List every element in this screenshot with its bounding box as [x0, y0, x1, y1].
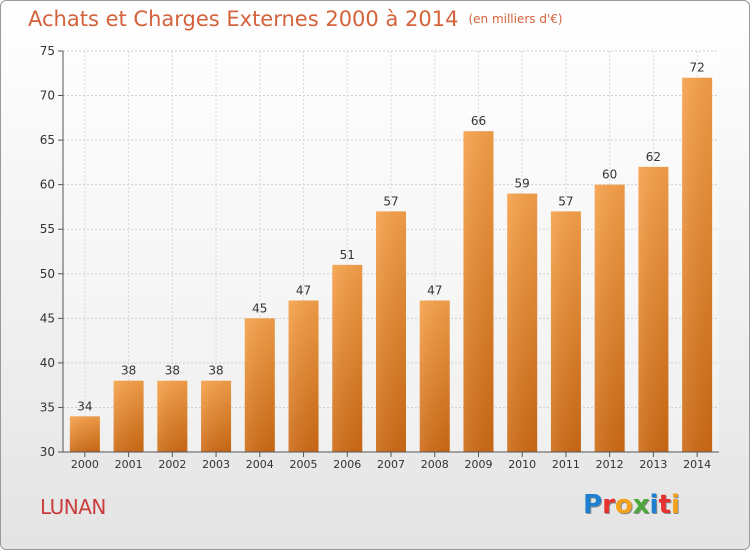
data-label-2010: 59 [515, 177, 530, 191]
x-tick-label-2012: 2012 [596, 458, 624, 471]
bar-shine-2014 [682, 77, 713, 452]
y-tick-label: 50 [40, 267, 55, 281]
bar-shine-2005 [288, 300, 319, 452]
x-tick-label-2006: 2006 [333, 458, 361, 471]
bar-shine-2013 [638, 166, 669, 452]
y-tick-label: 75 [40, 44, 55, 58]
logo-letter: o [614, 490, 633, 520]
y-tick-label: 60 [40, 178, 55, 192]
data-label-2005: 47 [296, 284, 311, 298]
x-tick-label-2007: 2007 [377, 458, 405, 471]
x-tick-label-2005: 2005 [290, 458, 318, 471]
logo-letter: P [583, 490, 603, 520]
x-tick-label-2001: 2001 [115, 458, 143, 471]
data-label-2002: 38 [165, 364, 180, 378]
x-tick-label-2002: 2002 [158, 458, 186, 471]
data-label-2014: 72 [689, 61, 704, 75]
bar-shine-2007 [376, 211, 406, 452]
bar-shine-2012 [594, 184, 625, 452]
x-tick-label-2000: 2000 [71, 458, 99, 471]
bar-shine-2011 [550, 211, 581, 452]
bar-shine-2002 [157, 380, 188, 452]
x-tick-label-2013: 2013 [639, 458, 667, 471]
y-tick-label: 65 [40, 133, 55, 147]
data-label-2004: 45 [252, 301, 267, 315]
chart-title: Achats et Charges Externes 2000 à 2014 (e… [28, 7, 563, 31]
logo-letter: t [658, 490, 671, 520]
x-tick-label-2010: 2010 [508, 458, 536, 471]
data-label-2012: 60 [602, 168, 617, 182]
bar-shine-2006 [332, 264, 363, 452]
data-label-2006: 51 [340, 248, 355, 262]
data-label-2000: 34 [77, 399, 92, 413]
y-tick-label: 30 [40, 445, 55, 459]
data-label-2009: 66 [471, 114, 486, 128]
logo-letter: r [602, 490, 615, 520]
bar-shine-2004 [244, 318, 275, 452]
data-label-2001: 38 [121, 364, 136, 378]
chart-title-text: Achats et Charges Externes 2000 à 2014 [28, 7, 459, 31]
x-tick-label-2008: 2008 [421, 458, 449, 471]
data-label-2011: 57 [558, 194, 573, 208]
data-label-2008: 47 [427, 284, 442, 298]
bar-shine-2010 [507, 193, 538, 453]
y-tick-label: 40 [40, 356, 55, 370]
chart-subtitle: (en milliers d'€) [468, 12, 563, 26]
bar-shine-2000 [69, 416, 100, 452]
y-tick-label: 55 [40, 222, 55, 236]
y-tick-label: 70 [40, 89, 55, 103]
y-tick-label: 45 [40, 311, 55, 325]
x-tick-label-2009: 2009 [464, 458, 492, 471]
proxiti-logo: Proxiti [583, 490, 680, 520]
x-tick-label-2014: 2014 [683, 458, 711, 471]
x-tick-label-2003: 2003 [202, 458, 230, 471]
x-tick-label-2004: 2004 [246, 458, 274, 471]
bar-shine-2001 [113, 380, 144, 452]
logo-letter: i [649, 490, 659, 520]
x-tick-label-2011: 2011 [552, 458, 580, 471]
bar-shine-2008 [419, 300, 450, 452]
data-label-2003: 38 [208, 364, 223, 378]
logo-letter: i [670, 490, 680, 520]
bar-shine-2003 [201, 380, 232, 452]
town-name: LUNAN [40, 495, 106, 519]
bar-shine-2009 [463, 131, 494, 452]
logo-letter: x [632, 490, 650, 520]
y-tick-label: 35 [40, 400, 55, 414]
data-label-2007: 57 [383, 194, 398, 208]
data-label-2013: 62 [646, 150, 661, 164]
